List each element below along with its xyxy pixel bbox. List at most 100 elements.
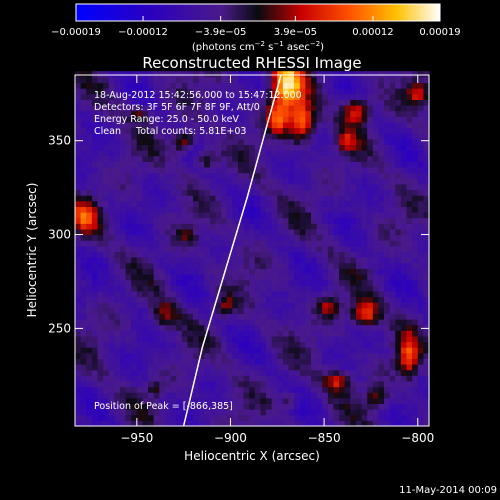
annotation-energy: Energy Range: 25.0 - 50.0 keV	[94, 114, 239, 125]
heatmap-cell	[187, 133, 194, 140]
heatmap-cell	[400, 414, 408, 421]
heatmap-cell	[249, 268, 256, 275]
heatmap-cell	[198, 262, 205, 269]
heatmap-cell	[114, 420, 121, 427]
heatmap-cell	[131, 392, 138, 399]
heatmap-cell	[108, 195, 115, 202]
heatmap-cell	[339, 240, 346, 247]
heatmap-cell	[350, 240, 357, 247]
heatmap-cell	[294, 82, 301, 89]
heatmap-cell	[271, 386, 278, 393]
heatmap-cell	[198, 212, 205, 219]
heatmap-cell	[299, 358, 306, 365]
heatmap-cell	[333, 76, 340, 84]
heatmap-cell	[215, 257, 222, 264]
heatmap-cell	[266, 341, 273, 348]
heatmap-cell	[181, 99, 188, 106]
heatmap-cell	[209, 381, 217, 388]
heatmap-cell	[339, 76, 346, 84]
heatmap-cell	[153, 217, 160, 224]
heatmap-cell	[294, 105, 301, 112]
heatmap-cell	[97, 167, 104, 174]
heatmap-cell	[232, 369, 239, 376]
heatmap-cell	[176, 144, 183, 151]
heatmap-cell	[395, 121, 402, 129]
heatmap-cell	[356, 88, 363, 95]
heatmap-cell	[148, 116, 155, 123]
heatmap-cell	[350, 161, 357, 168]
heatmap-cell	[305, 161, 312, 168]
heatmap-cell	[344, 251, 351, 258]
heatmap-cell	[389, 245, 396, 252]
heatmap-cell	[164, 195, 172, 202]
heatmap-cell	[232, 178, 239, 185]
heatmap-cell	[294, 290, 301, 298]
heatmap-cell	[114, 138, 121, 145]
heatmap-cell	[417, 82, 424, 89]
heatmap-cell	[288, 133, 295, 140]
heatmap-cell	[238, 105, 245, 112]
heatmap-cell	[176, 279, 183, 286]
heatmap-cell	[372, 296, 379, 303]
heatmap-cell	[299, 189, 306, 196]
heatmap-cell	[181, 223, 188, 230]
heatmap-cell	[91, 116, 99, 123]
heatmap-cell	[311, 71, 318, 78]
heatmap-cell	[389, 223, 396, 230]
heatmap-cell	[91, 279, 99, 286]
heatmap-cell	[339, 228, 346, 236]
heatmap-cell	[367, 228, 374, 236]
heatmap-cell	[215, 121, 222, 129]
heatmap-cell	[344, 88, 351, 95]
heatmap-cell	[266, 138, 273, 145]
heatmap-cell	[406, 200, 413, 207]
heatmap-cell	[322, 392, 329, 399]
heatmap-cell	[344, 245, 351, 252]
heatmap-cell	[114, 285, 121, 292]
heatmap-cell	[372, 251, 379, 258]
heatmap-cell	[254, 397, 261, 404]
heatmap-cell	[91, 296, 99, 303]
heatmap-cell	[181, 364, 188, 371]
heatmap-cell	[148, 330, 155, 337]
heatmap-cell	[395, 324, 402, 331]
heatmap-cell	[97, 335, 104, 343]
heatmap-cell	[108, 127, 115, 134]
heatmap-cell	[327, 381, 335, 388]
heatmap-cell	[243, 302, 250, 309]
heatmap-cell	[406, 245, 413, 252]
heatmap-cell	[361, 245, 368, 252]
heatmap-cell	[148, 403, 155, 410]
heatmap-cell	[372, 285, 379, 292]
heatmap-cell	[91, 167, 99, 174]
heatmap-cell	[232, 358, 239, 365]
heatmap-cell	[103, 155, 110, 162]
heatmap-cell	[271, 99, 278, 106]
heatmap-cell	[299, 290, 306, 298]
heatmap-cell	[294, 178, 301, 185]
heatmap-cell	[417, 155, 424, 162]
heatmap-cell	[221, 234, 228, 241]
heatmap-cell	[378, 240, 385, 247]
heatmap-cell	[243, 138, 250, 145]
heatmap-cell	[170, 257, 177, 264]
heatmap-cell	[316, 296, 323, 303]
heatmap-cell	[378, 116, 385, 123]
heatmap-cell	[164, 330, 172, 337]
heatmap-cell	[125, 76, 132, 84]
heatmap-cell	[164, 290, 172, 298]
heatmap-cell	[423, 274, 430, 281]
heatmap-cell	[187, 409, 194, 416]
heatmap-cell	[260, 82, 267, 89]
heatmap-cell	[277, 144, 284, 151]
heatmap-cell	[249, 121, 256, 129]
heatmap-cell	[193, 88, 200, 95]
heatmap-cell	[164, 206, 172, 213]
heatmap-cell	[97, 138, 104, 145]
heatmap-cell	[271, 138, 278, 145]
heatmap-cell	[164, 341, 172, 348]
heatmap-cell	[316, 358, 323, 365]
heatmap-cell	[103, 150, 110, 157]
heatmap-cell	[372, 324, 379, 331]
heatmap-cell	[384, 228, 391, 236]
